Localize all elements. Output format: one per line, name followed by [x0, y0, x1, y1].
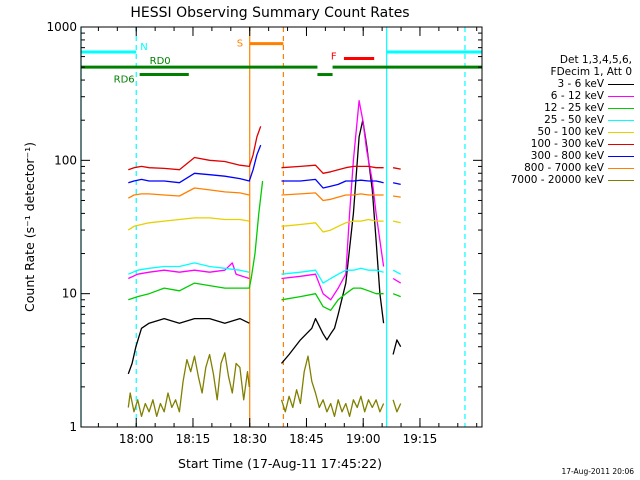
- legend-item-label: 6 - 12 keV: [550, 90, 604, 102]
- x-axis-label: Start Time (17-Aug-11 17:45:22): [178, 456, 382, 471]
- series-line-4-segment-2: [392, 220, 401, 224]
- flag-label-n: N: [140, 42, 147, 53]
- series-line-2-segment-0: [128, 180, 264, 301]
- x-tick-label-5: 19:15: [403, 432, 438, 446]
- series-line-1-segment-2: [392, 277, 402, 284]
- series-line-0-segment-2: [392, 339, 402, 355]
- series-lines: [127, 100, 402, 418]
- legend-item-label: 50 - 100 keV: [537, 126, 604, 138]
- x-tick-label-1: 18:15: [176, 432, 211, 446]
- legend-item-label: 7000 - 20000 keV: [510, 174, 604, 186]
- legend-item-label: 25 - 50 keV: [544, 114, 604, 126]
- series-line-2-segment-2: [392, 293, 401, 298]
- series-line-4-segment-0: [127, 217, 250, 231]
- series-line-1-segment-1: [281, 100, 385, 301]
- series-line-6-segment-2: [392, 182, 401, 186]
- y-axis-ticks: 1 10 100 1000: [46, 20, 482, 434]
- footer-date: 17-Aug-2011 20:06: [561, 467, 634, 476]
- x-tick-label-3: 18:45: [289, 432, 324, 446]
- series-line-8-segment-1: [280, 355, 385, 418]
- flag-label-rd6: RD6: [114, 75, 135, 86]
- chart-title: HESSI Observing Summary Count Rates: [130, 5, 409, 21]
- series-line-7-segment-1: [281, 192, 384, 202]
- y-tick-label-3: 1000: [46, 20, 77, 34]
- x-tick-label-4: 19:00: [346, 432, 381, 446]
- legend-item-8: 7000 - 20000 keV: [488, 174, 636, 186]
- legend-item-3: 25 - 50 keV: [488, 114, 636, 126]
- legend-item-1: 6 - 12 keV: [488, 90, 636, 102]
- legend-header-line-1: Det 1,3,4,5,6,: [559, 54, 632, 66]
- legend-item-label: 12 - 25 keV: [544, 102, 604, 114]
- legend-swatch: [608, 95, 634, 97]
- x-axis-ticks: 18:00 18:15 18:30 18:45 19:00 19:15: [97, 27, 478, 446]
- series-line-3-segment-2: [392, 269, 402, 275]
- legend: Det 1,3,4,5,6, FDecim 1, Att 0 3 - 6 keV…: [488, 54, 636, 186]
- legend-item-0: 3 - 6 keV: [488, 78, 636, 90]
- y-axis-label: Count Rate (s⁻¹ detector⁻¹): [22, 142, 37, 312]
- series-line-7-segment-0: [127, 187, 250, 199]
- legend-swatch: [608, 83, 634, 85]
- flag-label-s: S: [237, 39, 243, 50]
- legend-swatch: [608, 179, 634, 181]
- y-tick-label-2: 100: [54, 153, 77, 167]
- legend-item-label: 100 - 300 keV: [530, 138, 604, 150]
- series-line-0-segment-1: [281, 119, 385, 364]
- series-line-4-segment-1: [281, 218, 384, 233]
- legend-swatch: [608, 107, 634, 109]
- y-tick-label-1: 10: [62, 287, 77, 301]
- legend-item-5: 100 - 300 keV: [488, 138, 636, 150]
- x-tick-label-2: 18:30: [232, 432, 267, 446]
- series-line-0-segment-0: [127, 317, 250, 375]
- legend-items: 3 - 6 keV 6 - 12 keV 12 - 25 keV 25 - 50 ke…: [488, 78, 636, 186]
- legend-swatch: [608, 119, 634, 121]
- legend-item-label: 800 - 7000 keV: [524, 162, 604, 174]
- legend-item-label: 300 - 800 keV: [530, 150, 604, 162]
- x-tick-label-0: 18:00: [119, 432, 154, 446]
- time-markers: [80, 27, 466, 427]
- y-tick-label-0: 1: [69, 420, 77, 434]
- plot-frame: [80, 26, 483, 428]
- legend-header-line-2: FDecim 1, Att 0: [550, 66, 632, 78]
- legend-swatch: [608, 131, 634, 133]
- flag-label-f: F: [331, 52, 337, 63]
- legend-swatch: [608, 167, 634, 169]
- series-line-8-segment-2: [392, 399, 402, 413]
- legend-item-7: 800 - 7000 keV: [488, 162, 636, 174]
- series-line-7-segment-2: [393, 195, 401, 198]
- series-line-8-segment-0: [127, 352, 250, 418]
- flag-label-rd0: RD0: [150, 56, 171, 67]
- legend-swatch: [608, 143, 634, 145]
- series-line-3-segment-1: [281, 267, 384, 284]
- series-line-1-segment-0: [128, 262, 250, 280]
- series-line-2-segment-1: [281, 287, 384, 311]
- legend-swatch: [608, 155, 634, 157]
- legend-item-2: 12 - 25 keV: [488, 102, 636, 114]
- series-line-6-segment-1: [281, 178, 384, 189]
- legend-item-label: 3 - 6 keV: [557, 78, 604, 90]
- legend-item-4: 50 - 100 keV: [488, 126, 636, 138]
- series-line-3-segment-0: [128, 262, 250, 275]
- legend-item-6: 300 - 800 keV: [488, 150, 636, 162]
- series-line-6-segment-0: [128, 144, 262, 184]
- series-line-5-segment-2: [392, 167, 401, 170]
- series-line-5-segment-0: [128, 126, 262, 171]
- series-line-5-segment-1: [281, 164, 384, 174]
